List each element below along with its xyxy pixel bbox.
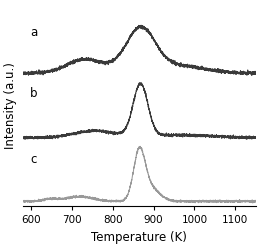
Text: b: b	[30, 87, 38, 100]
Y-axis label: Intensity (a.u.): Intensity (a.u.)	[4, 62, 17, 149]
Text: c: c	[30, 153, 36, 166]
X-axis label: Temperature (K): Temperature (K)	[91, 231, 187, 244]
Text: a: a	[30, 27, 37, 39]
